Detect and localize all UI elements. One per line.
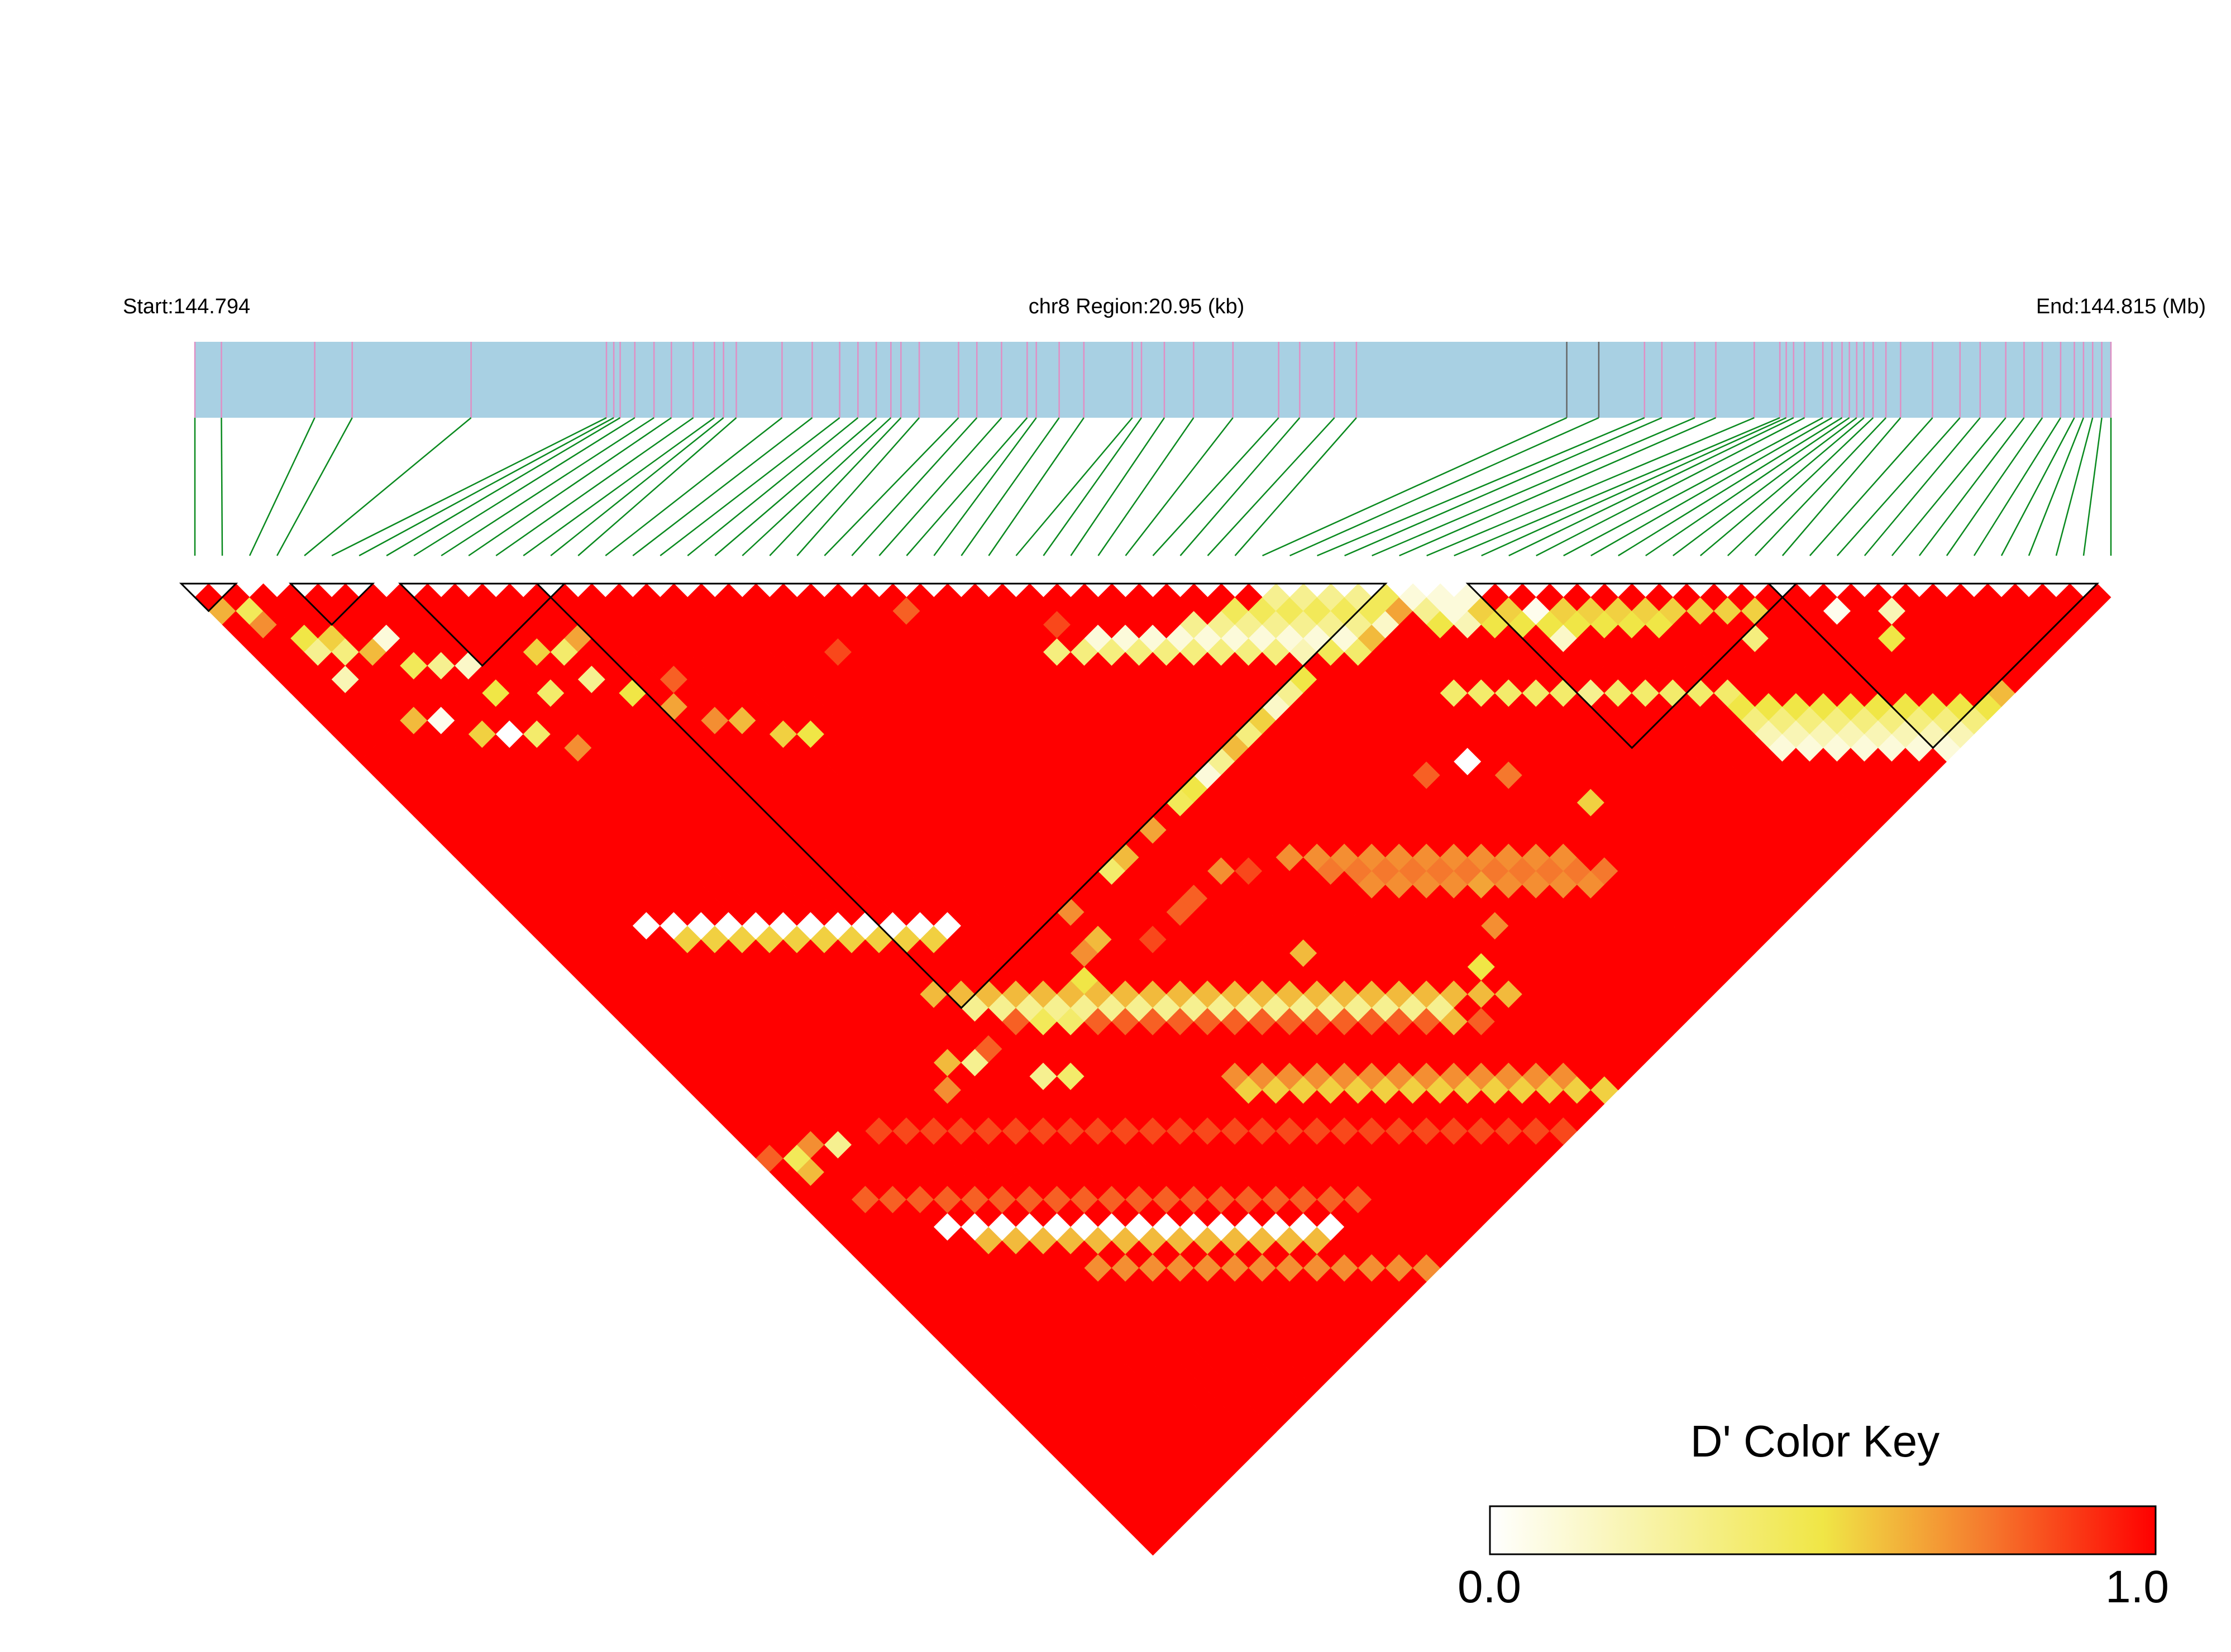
color-key-bar <box>1489 1505 2157 1555</box>
snp-connector <box>687 417 859 556</box>
snp-connector <box>1179 417 1301 556</box>
snp-connector <box>1508 417 1794 557</box>
ld-block-outline <box>398 583 567 667</box>
ld-block-outlines <box>179 583 2100 1009</box>
snp-connector <box>523 417 715 557</box>
ld-block-outline <box>1766 583 2100 749</box>
snp-connector <box>1946 417 2043 556</box>
snp-connector <box>1699 417 1865 556</box>
snp-connector <box>1918 417 2025 556</box>
snp-connector <box>1399 417 1717 557</box>
snp-connector <box>605 417 783 556</box>
snp-connector <box>468 417 672 557</box>
snp-connector <box>2055 417 2094 556</box>
snp-connector <box>1536 417 1805 557</box>
snp-connector <box>1673 417 1857 556</box>
snp-connector <box>1481 417 1787 557</box>
snp-connector <box>1618 417 1843 557</box>
snp-connector <box>331 417 607 557</box>
snp-connector <box>249 417 316 556</box>
snp-connector <box>1563 417 1823 557</box>
snp-connector <box>796 417 920 556</box>
snp-connector <box>1344 417 1662 557</box>
snp-connector <box>1754 417 1887 556</box>
snp-connector <box>550 417 724 556</box>
snp-connector <box>1590 417 1833 557</box>
snp-connector <box>1234 417 1357 556</box>
snp-connector <box>2082 417 2103 556</box>
snp-connector <box>413 417 636 557</box>
color-key-min-label: 0.0 <box>1458 1562 1521 1612</box>
ld-block-outline <box>179 583 238 613</box>
snp-connector <box>1317 417 1645 557</box>
chromosome-track <box>195 342 2111 418</box>
snp-connector <box>632 417 813 556</box>
end-label: End:144.815 (Mb) <box>2036 295 2206 318</box>
ld-block-outline <box>288 583 375 626</box>
snp-connector <box>1152 417 1279 556</box>
ld-block-outline <box>1465 583 1798 749</box>
snp-connector <box>714 417 877 556</box>
snp-connector <box>276 417 353 556</box>
snp-connector <box>495 417 694 557</box>
snp-connector <box>824 417 959 556</box>
snp-connector <box>660 417 840 556</box>
snp-connector <box>1781 417 1902 556</box>
snp-connector <box>1426 417 1755 557</box>
snp-connector <box>221 417 223 556</box>
snp-connector <box>1864 417 1981 556</box>
snp-connector <box>769 417 902 556</box>
snp-connector <box>1015 417 1133 556</box>
snp-connector <box>961 417 1060 556</box>
ld-block-outline <box>535 583 1388 1009</box>
snp-connector <box>1125 417 1234 556</box>
snp-connector <box>1809 417 1933 556</box>
snp-connector <box>742 417 892 556</box>
snp-connector <box>878 417 1002 556</box>
snp-connector <box>1454 417 1780 557</box>
snp-connector <box>906 417 1028 556</box>
snp-track-ticks <box>194 342 2112 418</box>
snp-connector <box>1372 417 1695 557</box>
snp-connector <box>2028 417 2085 556</box>
snp-connector <box>359 417 614 557</box>
snp-connectors <box>194 417 2112 557</box>
snp-connector <box>988 417 1085 556</box>
color-key-max-label: 1.0 <box>2105 1562 2169 1612</box>
snp-connector <box>386 417 621 557</box>
snp-connector <box>933 417 1037 556</box>
snp-connector <box>304 417 472 556</box>
snp-connector <box>1973 417 2061 556</box>
ld-cells <box>194 583 2111 1556</box>
snp-connector <box>2000 417 2075 556</box>
snp-connector <box>1097 417 1195 556</box>
snp-connector <box>1645 417 1850 557</box>
snp-connector <box>1727 417 1874 556</box>
snp-connector <box>1289 417 1599 557</box>
region-label: chr8 Region:20.95 (kb) <box>1028 295 1245 318</box>
snp-connector <box>1207 417 1335 556</box>
snp-connector <box>1262 417 1568 557</box>
snp-connector <box>851 417 978 556</box>
snp-connector <box>1070 417 1165 556</box>
snp-connector <box>1891 417 2007 556</box>
start-label: Start:144.794 <box>123 295 251 318</box>
snp-connector <box>1836 417 1961 556</box>
snp-connector <box>441 417 655 557</box>
snp-connector <box>577 417 737 556</box>
color-key-title: D' Color Key <box>1690 1416 1940 1466</box>
snp-connector <box>1043 417 1143 556</box>
